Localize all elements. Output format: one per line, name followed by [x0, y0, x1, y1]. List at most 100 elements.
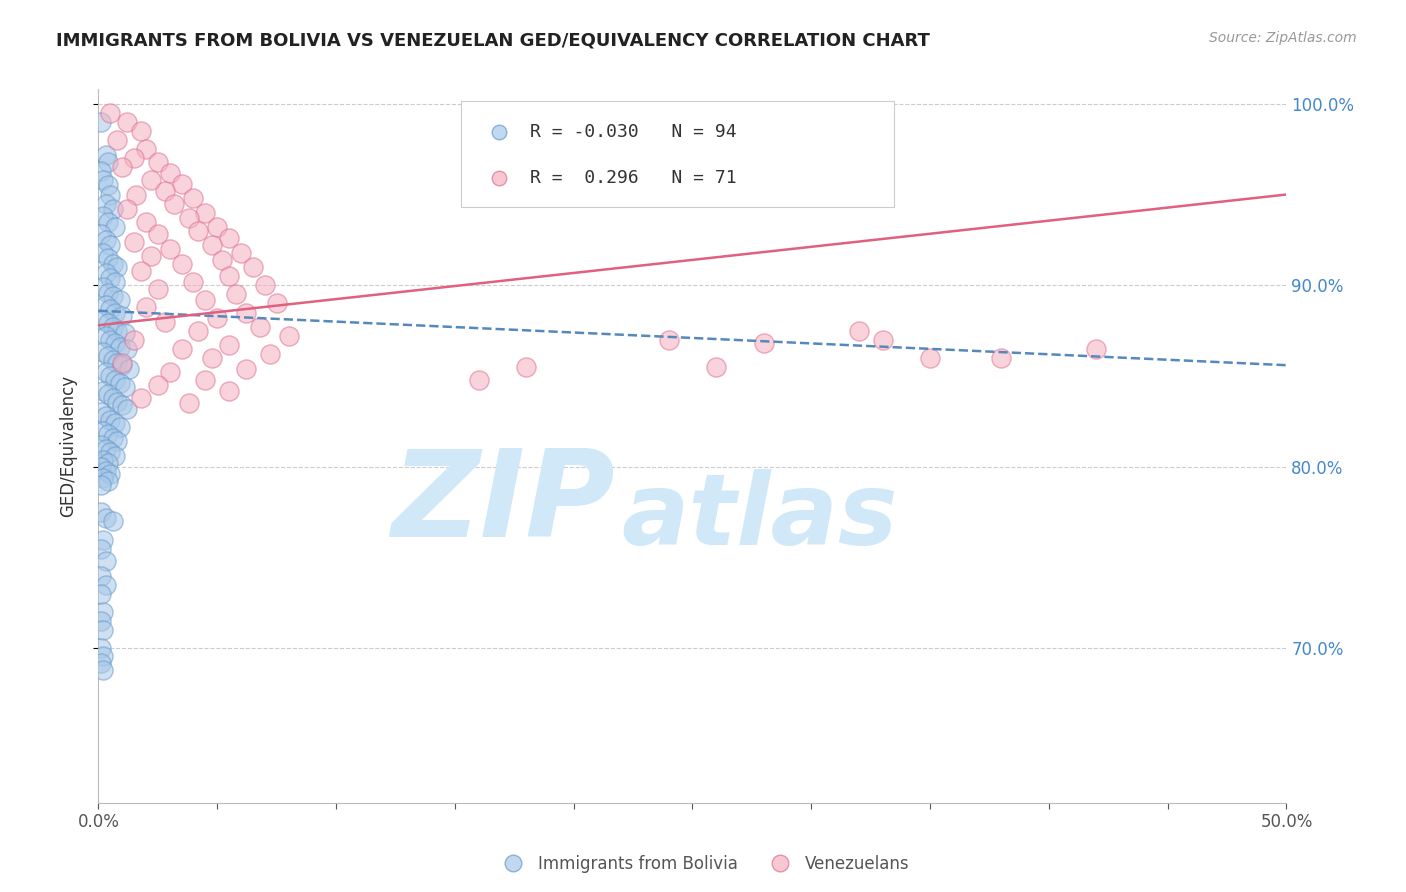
- Point: [94, 554, 117, 568]
- Point: [107, 324, 129, 338]
- Text: Source: ZipAtlas.com: Source: ZipAtlas.com: [1209, 31, 1357, 45]
- Point: [90, 459, 112, 474]
- Point: [242, 260, 264, 274]
- Point: [94, 266, 117, 280]
- Point: [115, 342, 138, 356]
- Point: [135, 142, 157, 156]
- Y-axis label: GED/Equivalency: GED/Equivalency: [59, 375, 77, 517]
- Point: [163, 196, 186, 211]
- FancyBboxPatch shape: [461, 102, 894, 207]
- Legend: Immigrants from Bolivia, Venezuelans: Immigrants from Bolivia, Venezuelans: [489, 848, 917, 880]
- Point: [170, 177, 193, 191]
- Point: [824, 161, 846, 175]
- Point: [183, 191, 205, 205]
- Point: [90, 115, 112, 129]
- Point: [90, 227, 112, 242]
- Point: [98, 105, 121, 120]
- Point: [467, 373, 489, 387]
- Point: [135, 300, 157, 314]
- Point: [107, 434, 129, 449]
- Point: [90, 438, 112, 452]
- Point: [225, 287, 247, 301]
- Point: [115, 115, 138, 129]
- Point: [122, 151, 145, 165]
- Point: [97, 349, 120, 363]
- Point: [658, 333, 681, 347]
- Point: [187, 324, 209, 338]
- Point: [94, 366, 117, 380]
- Point: [97, 475, 120, 489]
- Point: [90, 641, 112, 656]
- Point: [111, 356, 134, 370]
- Point: [104, 449, 127, 463]
- Point: [177, 396, 200, 410]
- Point: [98, 301, 121, 316]
- Point: [97, 251, 120, 265]
- Point: [159, 366, 181, 380]
- Point: [177, 211, 200, 226]
- Point: [91, 345, 114, 359]
- Point: [97, 456, 120, 470]
- Point: [98, 467, 121, 482]
- Point: [201, 351, 224, 365]
- Point: [194, 293, 217, 307]
- Point: [249, 320, 271, 334]
- Point: [101, 289, 124, 303]
- Point: [94, 298, 117, 312]
- Point: [111, 161, 134, 175]
- Point: [129, 391, 152, 405]
- Point: [114, 380, 136, 394]
- Point: [129, 124, 152, 138]
- Point: [104, 275, 127, 289]
- Point: [146, 378, 169, 392]
- Point: [91, 313, 114, 327]
- Point: [104, 373, 127, 387]
- Point: [97, 285, 120, 300]
- Point: [253, 278, 276, 293]
- Text: R =  0.296   N = 71: R = 0.296 N = 71: [530, 169, 737, 187]
- Point: [101, 514, 124, 528]
- Point: [135, 215, 157, 229]
- Point: [98, 333, 121, 347]
- Point: [104, 336, 127, 351]
- Point: [91, 424, 114, 438]
- Point: [94, 442, 117, 456]
- Point: [91, 533, 114, 547]
- Point: [108, 376, 131, 391]
- Point: [101, 256, 124, 270]
- Point: [94, 463, 117, 477]
- Point: [114, 326, 136, 340]
- Point: [91, 605, 114, 619]
- Point: [91, 663, 114, 677]
- Point: [153, 315, 176, 329]
- Point: [122, 333, 145, 347]
- Point: [94, 147, 117, 161]
- Point: [170, 342, 193, 356]
- Point: [125, 187, 148, 202]
- Point: [118, 361, 141, 376]
- Point: [235, 305, 257, 319]
- Point: [94, 329, 117, 343]
- Point: [776, 142, 799, 156]
- Point: [90, 569, 112, 583]
- Point: [194, 373, 217, 387]
- Point: [218, 384, 240, 398]
- Point: [194, 205, 217, 219]
- Point: [107, 133, 129, 147]
- Point: [872, 333, 894, 347]
- Point: [229, 245, 252, 260]
- Point: [97, 387, 120, 401]
- Point: [97, 215, 120, 229]
- Point: [139, 249, 162, 263]
- Point: [104, 305, 127, 319]
- Point: [107, 394, 129, 409]
- Point: [218, 338, 240, 352]
- Point: [107, 260, 129, 274]
- Point: [98, 187, 121, 202]
- Point: [259, 347, 281, 361]
- Point: [108, 340, 131, 354]
- Point: [170, 256, 193, 270]
- Point: [146, 154, 169, 169]
- Point: [98, 271, 121, 285]
- Point: [98, 412, 121, 426]
